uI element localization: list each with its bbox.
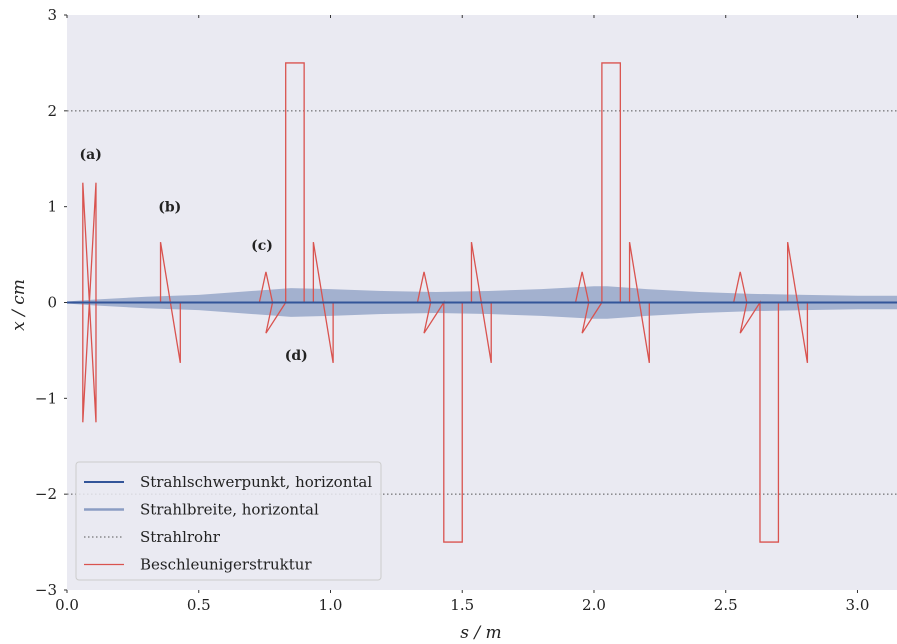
annotation-label: (b) [158,200,181,216]
x-tick-label: 0.0 [55,596,79,614]
x-tick-label: 1.0 [319,596,343,614]
annotation-label: (d) [285,348,308,364]
y-ticks: −3 −2 −1 0 1 2 3 [35,6,67,599]
legend-label: Strahlschwerpunkt, horizontal [140,473,372,491]
x-tick-label: 1.5 [450,596,474,614]
legend-label: Strahlrohr [140,528,221,546]
x-ticks: 0.0 0.5 1.0 1.5 2.0 2.5 3.0 [55,15,869,614]
legend-box [75,461,382,581]
y-tick-label: −2 [35,485,57,503]
y-tick-label: 0 [47,294,57,312]
y-tick-label: −1 [35,389,57,407]
annotation-label: (c) [251,238,273,254]
x-tick-label: 2.5 [714,596,738,614]
annotations: (a) (b) (c) (d) [80,147,308,364]
accelerator-structure-layer [67,62,897,543]
y-axis-label: x / cm [9,279,29,331]
accelerator-structure-line [67,62,897,543]
annotation-label: (a) [80,147,102,163]
legend: Strahlschwerpunkt, horizontal Strahlbreit… [75,461,382,581]
y-tick-label: 1 [47,198,57,216]
y-tick-label: 3 [47,6,57,24]
legend-label: Beschleunigerstruktur [140,556,312,574]
x-tick-label: 3.0 [846,596,870,614]
x-tick-label: 0.5 [187,596,211,614]
x-axis-label: s / m [460,623,501,643]
legend-label: Strahlbreite, horizontal [140,501,319,519]
y-tick-label: 2 [47,102,57,120]
x-tick-label: 2.0 [582,596,606,614]
y-tick-label: −3 [35,581,57,599]
